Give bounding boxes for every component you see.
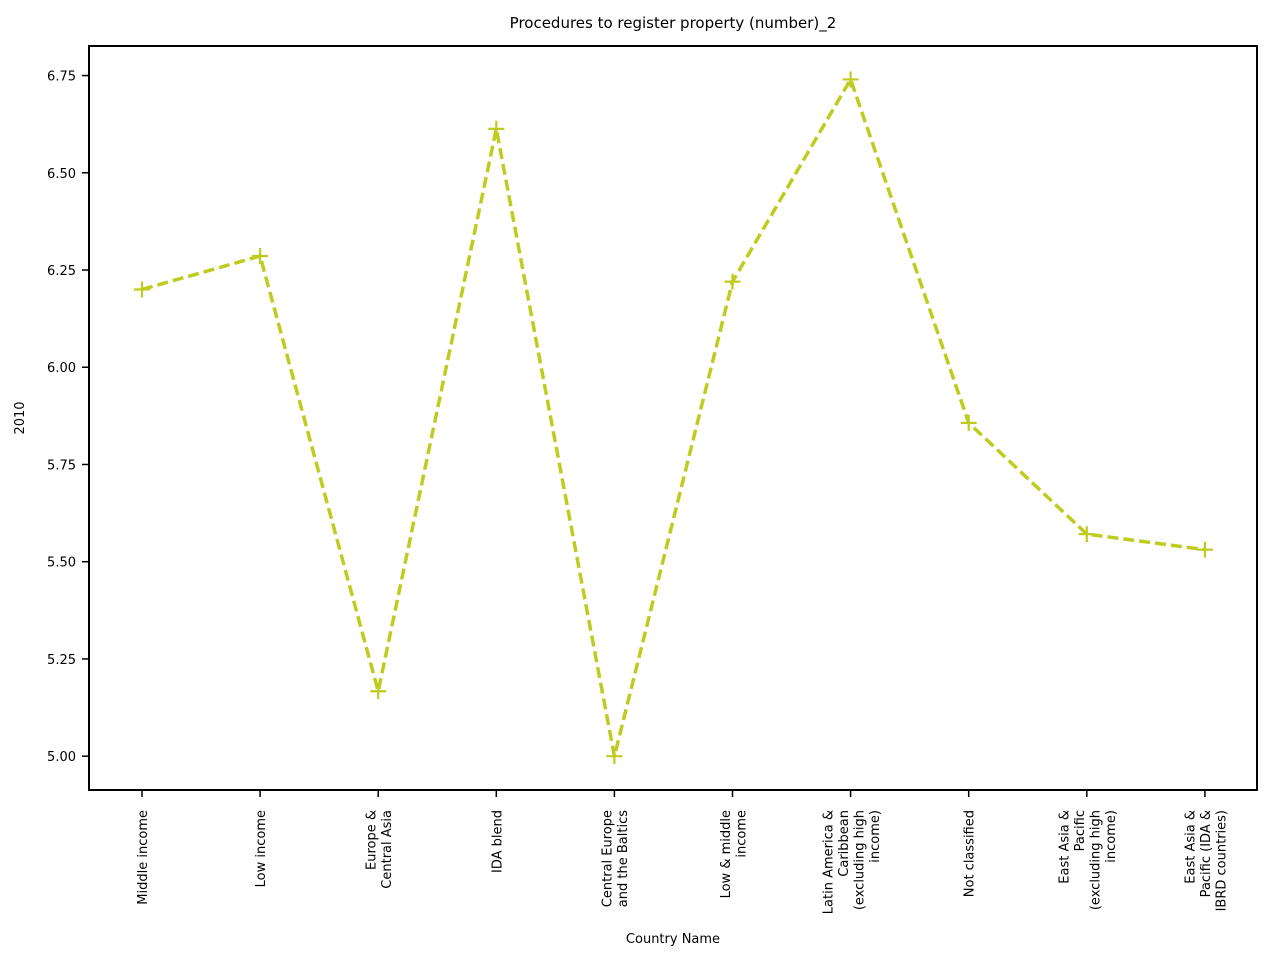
- chart-title: Procedures to register property (number)…: [510, 14, 837, 33]
- svg-text:IBRD countries): IBRD countries): [1214, 810, 1229, 911]
- data-point-marker: [960, 414, 977, 431]
- x-tick-label: East Asia & Pacific (IDA & IBRD countries): [1183, 810, 1229, 911]
- svg-text:Middle income: Middle income: [136, 810, 151, 905]
- x-tick-label: Low income: [254, 810, 269, 887]
- x-tick-label: Central Europe and the Baltics: [601, 810, 632, 907]
- y-tick-label: 6.75: [47, 70, 76, 85]
- data-point-marker: [134, 281, 150, 298]
- series-line: [141, 77, 1206, 758]
- svg-text:income): income): [1104, 810, 1119, 863]
- svg-text:and the Baltics: and the Baltics: [616, 810, 631, 907]
- svg-text:(excluding high: (excluding high: [1089, 810, 1104, 910]
- svg-text:Pacific: Pacific: [1073, 810, 1088, 851]
- svg-text:Central Asia: Central Asia: [380, 810, 395, 889]
- svg-text:East Asia &: East Asia &: [1058, 810, 1073, 884]
- y-axis-label: 2010: [13, 401, 28, 434]
- y-axis: 5.00 5.25 5.50 5.75 6.00 6.25 6.50 6.75: [47, 70, 89, 765]
- x-tick-label: Not classified: [963, 810, 978, 897]
- x-tick-label: IDA blend: [490, 810, 505, 873]
- y-tick-label: 5.75: [47, 458, 76, 473]
- data-point-marker: [724, 273, 741, 290]
- svg-text:Not classified: Not classified: [963, 810, 978, 897]
- svg-text:Pacific (IDA &: Pacific (IDA &: [1199, 810, 1214, 897]
- x-tick-label: Latin America & Caribbean (excluding high i…: [821, 810, 883, 914]
- svg-text:income): income): [868, 810, 883, 863]
- x-axis: Middle income Low income Europe & Central A…: [136, 790, 1229, 914]
- svg-text:Central Europe: Central Europe: [601, 810, 616, 907]
- y-tick-label: 6.00: [47, 361, 76, 376]
- data-point-marker: [252, 248, 269, 265]
- data-point-marker: [842, 71, 859, 88]
- svg-text:Low income: Low income: [254, 810, 269, 887]
- x-tick-label: Low & middle income: [719, 810, 750, 898]
- y-tick-label: 6.25: [47, 264, 76, 279]
- x-tick-label: East Asia & Pacific (excluding high income): [1058, 810, 1120, 910]
- svg-text:IDA blend: IDA blend: [490, 810, 505, 873]
- svg-text:Low & middle: Low & middle: [719, 810, 734, 898]
- data-point-marker: [1078, 526, 1095, 543]
- svg-text:income: income: [734, 810, 749, 858]
- svg-text:East Asia &: East Asia &: [1183, 810, 1198, 884]
- svg-text:Europe &: Europe &: [364, 810, 379, 870]
- axes-frame: [88, 45, 1258, 791]
- data-point-marker: [370, 683, 387, 700]
- data-point-marker: [1196, 541, 1213, 558]
- y-tick-label: 5.00: [47, 750, 76, 765]
- y-tick-label: 6.50: [47, 167, 76, 182]
- x-tick-label: Europe & Central Asia: [364, 810, 395, 889]
- y-tick-label: 5.50: [47, 556, 76, 571]
- svg-text:(excluding high: (excluding high: [852, 810, 867, 910]
- y-tick-label: 5.25: [47, 653, 76, 668]
- data-point-marker: [606, 748, 623, 765]
- x-axis-label: Country Name: [626, 932, 720, 947]
- data-point-marker: [488, 120, 505, 137]
- svg-text:Latin America &: Latin America &: [821, 810, 836, 914]
- x-tick-label: Middle income: [136, 810, 151, 905]
- plot-area: [134, 71, 1213, 765]
- svg-text:Caribbean: Caribbean: [837, 810, 852, 877]
